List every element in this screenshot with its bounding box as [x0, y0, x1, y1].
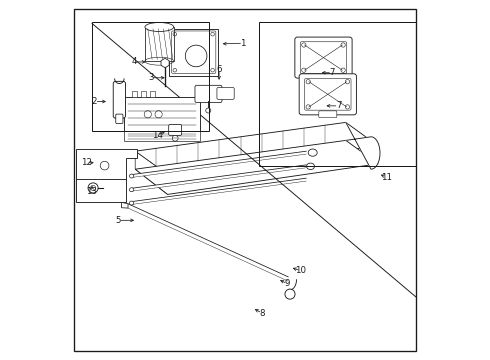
FancyBboxPatch shape — [299, 74, 356, 115]
Text: 10: 10 — [295, 266, 306, 275]
Text: 13: 13 — [87, 187, 98, 196]
FancyBboxPatch shape — [195, 85, 222, 103]
Ellipse shape — [307, 163, 315, 170]
Polygon shape — [135, 122, 378, 175]
Text: 12: 12 — [81, 158, 92, 167]
Polygon shape — [132, 178, 306, 204]
Circle shape — [172, 135, 178, 141]
Text: 2: 2 — [92, 97, 98, 106]
Text: 6: 6 — [216, 65, 222, 74]
Circle shape — [285, 289, 295, 299]
Text: 4: 4 — [131, 58, 137, 67]
Text: 9: 9 — [285, 279, 290, 288]
Polygon shape — [128, 204, 288, 281]
Polygon shape — [76, 149, 137, 180]
Bar — [92, 22, 209, 131]
FancyBboxPatch shape — [116, 114, 123, 123]
Ellipse shape — [308, 149, 317, 156]
Ellipse shape — [145, 23, 174, 32]
Text: 5: 5 — [116, 216, 121, 225]
Bar — [170, 29, 218, 76]
Bar — [124, 131, 200, 141]
Text: 14: 14 — [152, 131, 163, 140]
Bar — [132, 91, 137, 97]
Text: 8: 8 — [260, 309, 265, 318]
FancyBboxPatch shape — [113, 81, 125, 118]
Text: 7: 7 — [336, 102, 342, 111]
Text: 7: 7 — [329, 68, 335, 77]
Polygon shape — [122, 202, 128, 208]
Circle shape — [206, 108, 211, 113]
FancyBboxPatch shape — [169, 125, 182, 135]
Circle shape — [88, 183, 98, 193]
Ellipse shape — [129, 201, 134, 205]
Polygon shape — [346, 122, 380, 169]
Text: 3: 3 — [148, 73, 153, 82]
Bar — [141, 91, 146, 97]
Polygon shape — [132, 151, 306, 177]
FancyBboxPatch shape — [295, 37, 352, 78]
Bar — [124, 97, 200, 131]
Polygon shape — [135, 140, 378, 194]
FancyBboxPatch shape — [315, 74, 333, 81]
Text: 11: 11 — [381, 173, 392, 182]
Polygon shape — [135, 151, 168, 194]
Bar — [145, 27, 174, 61]
Ellipse shape — [129, 174, 134, 178]
Ellipse shape — [129, 188, 134, 192]
Polygon shape — [132, 165, 306, 191]
FancyBboxPatch shape — [319, 111, 337, 118]
Bar — [149, 91, 155, 97]
Bar — [259, 22, 416, 166]
Polygon shape — [76, 179, 126, 202]
Text: 1: 1 — [241, 39, 246, 48]
FancyBboxPatch shape — [217, 87, 234, 99]
